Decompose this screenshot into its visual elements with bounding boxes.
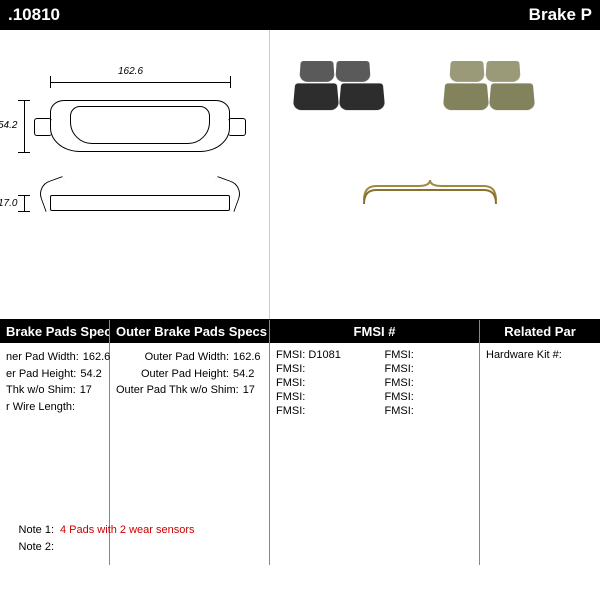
fmsi-cell: FMSI: xyxy=(276,391,365,403)
spec-row: Outer Pad Thk w/o Shim:17 xyxy=(116,382,263,399)
pad-photo-olive-front xyxy=(444,82,534,110)
pad-photo-dark-rear xyxy=(300,60,370,82)
note-1-text: 4 Pads with 2 wear sensors xyxy=(60,522,195,539)
fmsi-cell: FMSI: xyxy=(385,405,474,417)
technical-drawing: 162.6 54.2 17.0 xyxy=(0,30,270,319)
part-number: .10810 xyxy=(8,5,60,25)
fmsi-grid: FMSI: D1081 FMSI: FMSI: FMSI: FMSI: FMSI… xyxy=(276,349,473,417)
col-header-fmsi: FMSI # xyxy=(270,320,479,343)
note-row-1: Note 1: 4 Pads with 2 wear sensors xyxy=(8,522,195,539)
spec-row: ner Pad Width:162.6 xyxy=(6,349,103,366)
hardware-kit-label: Hardware Kit #: xyxy=(486,349,594,361)
dim-width-line xyxy=(50,82,230,83)
col-header-inner: Brake Pads Specs xyxy=(0,320,109,343)
dim-height-label: 54.2 xyxy=(0,120,17,131)
header-bar: .10810 Brake P xyxy=(0,0,600,30)
spec-row: r Wire Length: xyxy=(6,399,103,416)
fmsi-cell: FMSI: xyxy=(276,363,365,375)
pad-outline-side xyxy=(50,195,230,211)
pad-photo-dark-front xyxy=(294,82,384,110)
col-related: Related Par Hardware Kit #: xyxy=(480,320,600,565)
fmsi-cell: FMSI: xyxy=(276,377,365,389)
fmsi-cell: FMSI: xyxy=(385,349,474,361)
spec-row: Outer Pad Width:162.6 xyxy=(116,349,263,366)
dim-thickness-label: 17.0 xyxy=(0,198,17,209)
upper-section: 162.6 54.2 17.0 xyxy=(0,30,600,320)
notes-section: Note 1: 4 Pads with 2 wear sensors Note … xyxy=(8,522,195,555)
fmsi-cell: FMSI: D1081 xyxy=(276,349,365,361)
fmsi-cell: FMSI: xyxy=(385,377,474,389)
clip-hardware-icon xyxy=(360,180,500,206)
note-row-2: Note 2: xyxy=(8,539,195,556)
dim-width-label: 162.6 xyxy=(118,66,143,77)
spec-row: Thk w/o Shim:17 xyxy=(6,382,103,399)
col-header-related: Related Par xyxy=(480,320,600,343)
pad-photo-olive-rear xyxy=(450,60,520,82)
col-header-outer: Outer Brake Pads Specs xyxy=(110,320,269,343)
spec-row: Outer Pad Height:54.2 xyxy=(116,366,263,383)
product-images xyxy=(270,30,600,319)
fmsi-cell: FMSI: xyxy=(385,363,474,375)
fmsi-cell: FMSI: xyxy=(276,405,365,417)
col-fmsi: FMSI # FMSI: D1081 FMSI: FMSI: FMSI: FMS… xyxy=(270,320,480,565)
fmsi-cell: FMSI: xyxy=(385,391,474,403)
spec-row: er Pad Height:54.2 xyxy=(6,366,103,383)
header-title: Brake P xyxy=(529,5,592,25)
